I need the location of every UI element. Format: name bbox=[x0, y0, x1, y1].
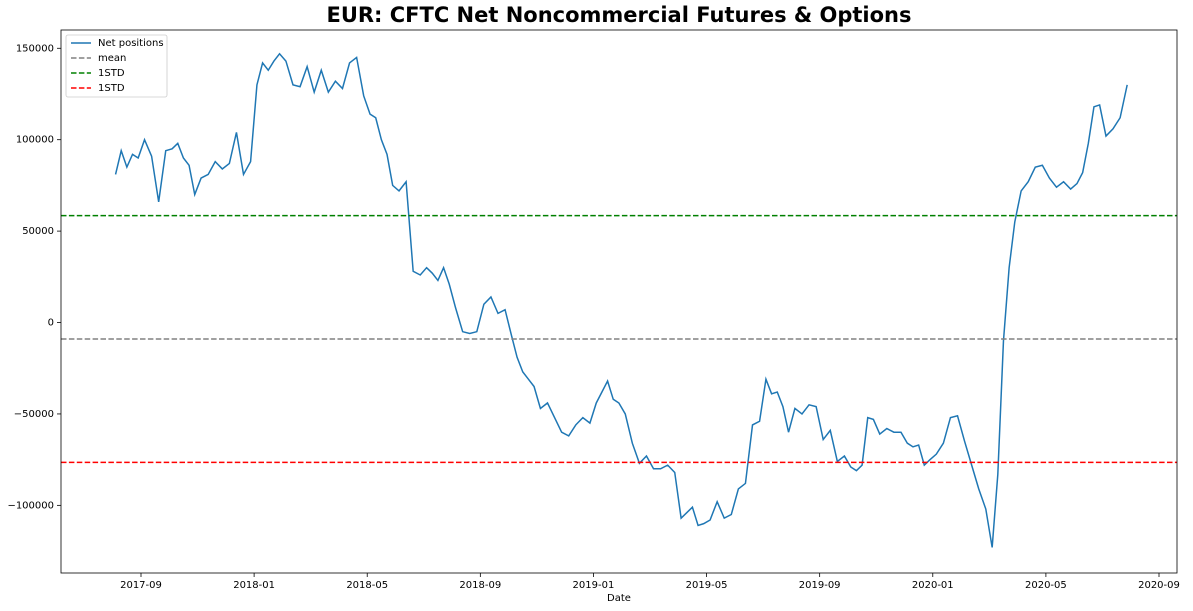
y-tick-label: −100000 bbox=[7, 500, 54, 511]
x-tick-label: 2018-09 bbox=[459, 580, 501, 591]
plot-frame bbox=[60, 29, 1178, 574]
y-tick-label: 150000 bbox=[16, 43, 54, 54]
x-tick-label: 2019-01 bbox=[573, 580, 615, 591]
y-tick-label: 50000 bbox=[22, 226, 54, 237]
x-axis-label: Date bbox=[607, 593, 631, 604]
x-tick-label: 2020-05 bbox=[1025, 580, 1067, 591]
x-tick-label: 2020-01 bbox=[912, 580, 954, 591]
x-tick-label: 2019-09 bbox=[799, 580, 841, 591]
x-tick-label: 2017-09 bbox=[120, 580, 162, 591]
legend-label: 1STD bbox=[98, 83, 125, 94]
chart-title: EUR: CFTC Net Noncommercial Futures & Op… bbox=[326, 3, 911, 27]
x-tick-label: 2018-01 bbox=[233, 580, 275, 591]
legend-label: mean bbox=[98, 53, 126, 64]
data-line bbox=[114, 52, 1128, 548]
legend-box bbox=[65, 34, 168, 98]
y-tick-label: 100000 bbox=[16, 135, 54, 146]
legend-label: 1STD bbox=[98, 68, 125, 79]
y-tick-label: −50000 bbox=[14, 409, 54, 420]
y-tick-label: 0 bbox=[48, 318, 54, 329]
legend-label: Net positions bbox=[98, 38, 164, 49]
x-tick-label: 2018-05 bbox=[346, 580, 388, 591]
x-tick-label: 2019-05 bbox=[686, 580, 728, 591]
x-tick-label: 2020-09 bbox=[1138, 580, 1180, 591]
